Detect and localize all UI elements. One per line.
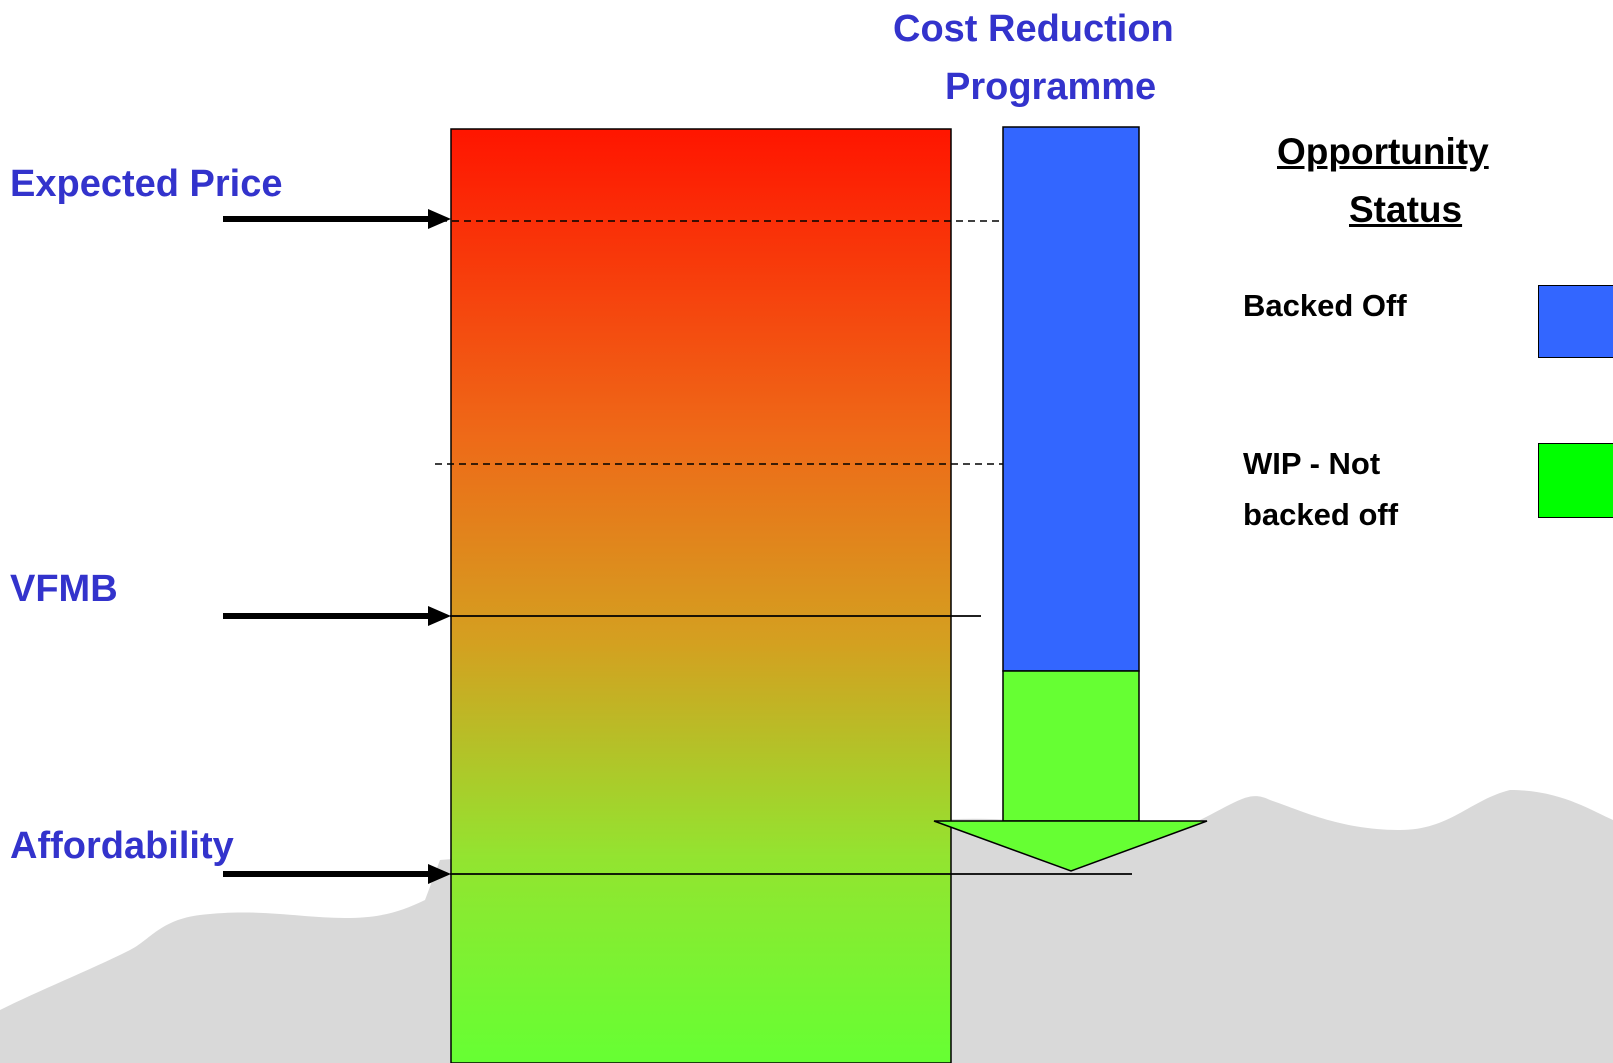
programme-title-line2: Programme [945, 66, 1157, 108]
affordability-pointer-arrow [223, 864, 451, 884]
affordability-label: Affordability [10, 825, 234, 867]
legend-item-backed-off-label: Backed Off [1243, 288, 1407, 323]
legend-title-line1: Opportunity [1277, 131, 1489, 172]
programme-wip-segment [1002, 670, 1140, 822]
legend-title-line2: Status [1349, 189, 1463, 230]
expected-price-label: Expected Price [10, 163, 283, 205]
vfmb-pointer-arrow [223, 606, 451, 626]
price-range-bar [450, 128, 952, 1063]
programme-title-line1: Cost Reduction [893, 8, 1174, 50]
legend-swatch-wip [1538, 443, 1613, 518]
legend-swatch-backed-off [1538, 285, 1613, 358]
expected-price-pointer-arrow [223, 209, 451, 229]
programme-backed-off-segment [1002, 126, 1140, 672]
programme-arrow-head [933, 820, 1208, 872]
legend-item-wip-label-line2: backed off [1243, 497, 1399, 532]
vfmb-label: VFMB [10, 568, 118, 610]
legend-item-wip-label-line1: WIP - Not [1243, 446, 1381, 481]
